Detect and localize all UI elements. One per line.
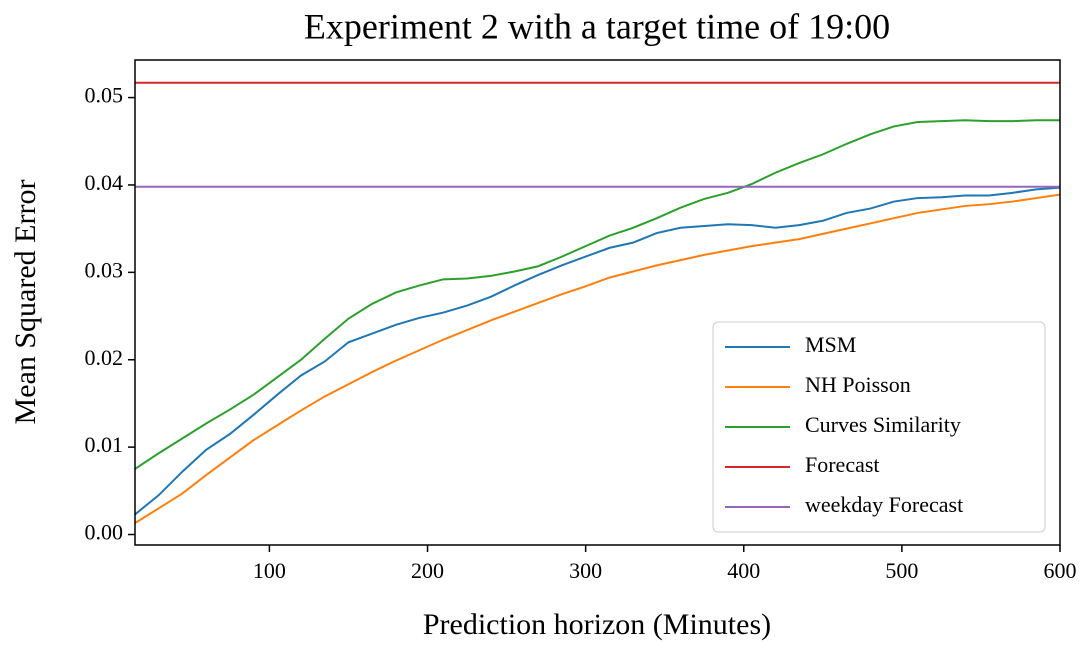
x-tick-label: 500: [885, 558, 918, 583]
x-tick-label: 400: [727, 558, 760, 583]
x-tick-label: 300: [569, 558, 602, 583]
legend-label: NH Poisson: [805, 372, 911, 397]
plot-frame: [134, 59, 1061, 546]
legend-label: weekday Forecast: [805, 492, 963, 517]
x-tick-label: 600: [1044, 558, 1077, 583]
y-tick-label: 0.00: [85, 520, 124, 545]
series-line: [134, 186, 1061, 516]
x-axis-label: Prediction horizon (Minutes): [423, 608, 771, 641]
x-tick-label: 100: [253, 558, 286, 583]
y-tick-label: 0.02: [85, 345, 124, 370]
y-tick-label: 0.03: [85, 257, 124, 282]
chart-title: Experiment 2 with a target time of 19:00: [304, 6, 890, 46]
legend-label: MSM: [805, 332, 856, 357]
legend-label: Forecast: [805, 452, 880, 477]
series-line: [134, 193, 1061, 525]
y-tick-label: 0.04: [85, 170, 124, 195]
y-tick-label: 0.01: [85, 432, 124, 457]
y-axis-label: Mean Squared Error: [9, 180, 42, 425]
legend-box: [712, 321, 1046, 533]
x-tick-label: 200: [411, 558, 444, 583]
legend-label: Curves Similarity: [805, 412, 961, 437]
y-tick-label: 0.05: [85, 83, 124, 108]
series-line: [134, 119, 1060, 470]
